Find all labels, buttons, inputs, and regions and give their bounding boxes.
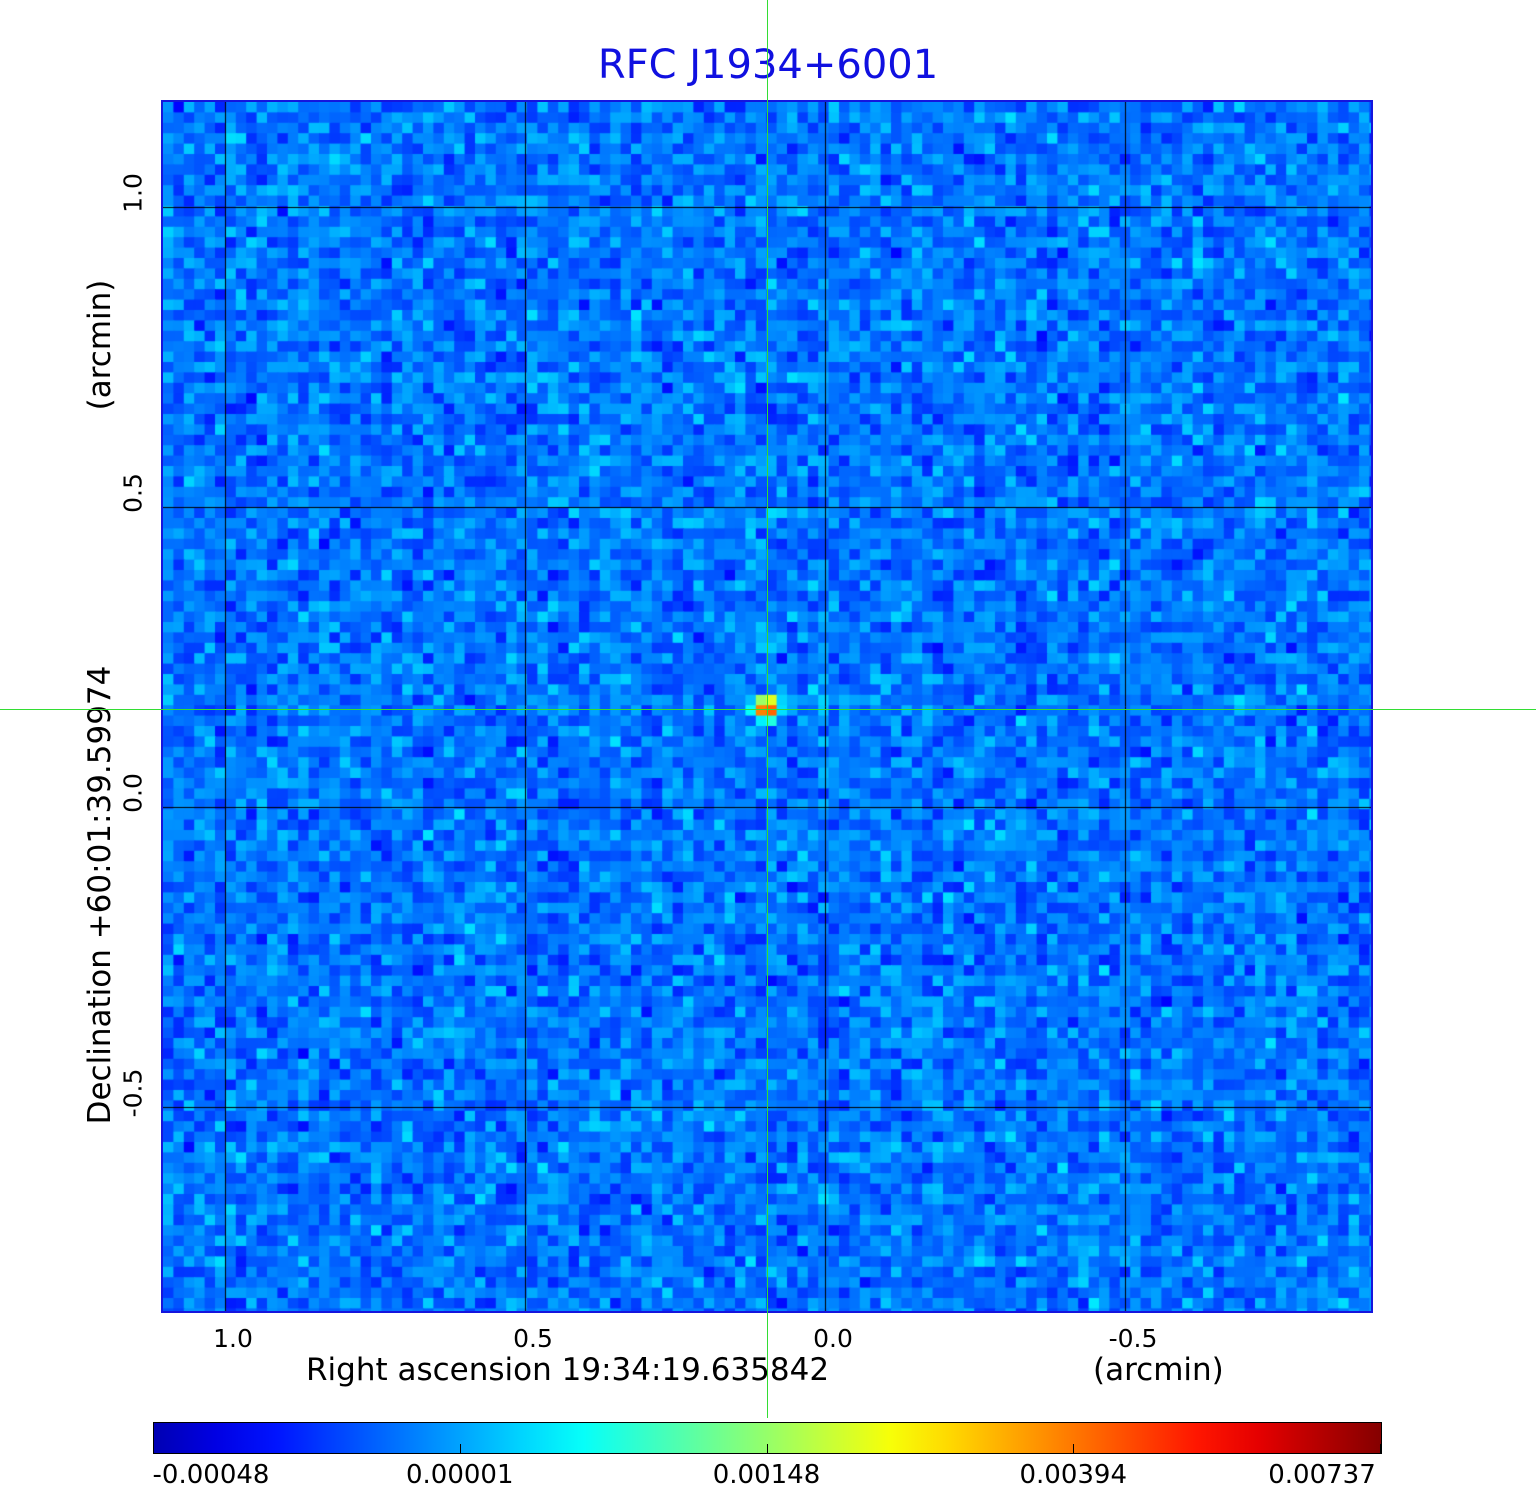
- crosshair-horizontal: [0, 709, 1536, 710]
- y-tick-label: -0.5: [118, 1068, 148, 1118]
- x-axis-unit: (arcmin): [1093, 1352, 1224, 1388]
- colorbar-tick: [153, 1444, 154, 1453]
- x-tick-label: 1.0: [213, 1324, 253, 1353]
- colorbar-tick: [459, 1444, 461, 1453]
- colorbar-label: 0.00737: [1268, 1460, 1376, 1490]
- colorbar: [153, 1422, 1382, 1454]
- x-tick-label: 0.0: [813, 1324, 853, 1353]
- colorbar-label: -0.00048: [152, 1460, 270, 1490]
- colorbar-label: 0.00394: [1019, 1460, 1128, 1490]
- colorbar-tick: [1073, 1444, 1075, 1453]
- x-tick-label: -0.5: [1108, 1324, 1158, 1353]
- y-axis-unit: (arcmin): [82, 279, 118, 411]
- y-axis-label: Declination +60:01:39.59974: [82, 665, 118, 1125]
- colorbar-tick: [766, 1444, 768, 1453]
- y-tick-label: 0.5: [118, 473, 148, 513]
- colorbar-tick: [1380, 1444, 1381, 1453]
- colorbar-label: 0.00148: [712, 1460, 821, 1490]
- y-tick-label: 0.0: [118, 773, 148, 813]
- x-tick-label: 0.5: [513, 1324, 553, 1353]
- chart-title: RFC J1934+6001: [597, 42, 939, 88]
- colorbar-label: 0.00001: [405, 1460, 514, 1490]
- x-axis-label: Right ascension 19:34:19.635842: [306, 1352, 830, 1388]
- y-tick-label: 1.0: [118, 173, 148, 213]
